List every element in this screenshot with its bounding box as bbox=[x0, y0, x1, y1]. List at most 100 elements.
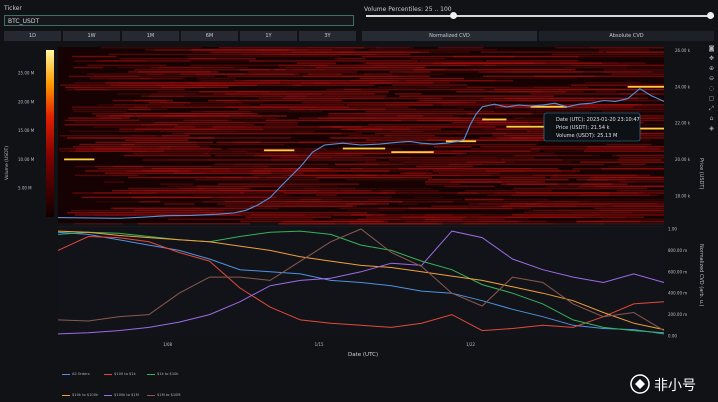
slider-high-handle[interactable] bbox=[707, 12, 714, 19]
heatmap-cell bbox=[152, 93, 196, 95]
heatmap-cell bbox=[193, 194, 287, 196]
heatmap-cell bbox=[128, 176, 288, 179]
heatmap-cell bbox=[280, 157, 392, 159]
timeframe-1w-button[interactable]: 1W bbox=[63, 31, 120, 41]
heatmap-cell bbox=[316, 66, 425, 69]
heatmap-cell bbox=[118, 130, 165, 133]
heatmap-cell bbox=[469, 152, 556, 155]
heatmap-cell bbox=[530, 148, 661, 150]
heatmap-cell bbox=[264, 154, 352, 157]
tab-normalized-cvd[interactable]: Normalized CVD bbox=[362, 31, 537, 41]
heatmap-cell bbox=[500, 159, 661, 161]
plotly-logo-icon[interactable]: ◈ bbox=[709, 125, 714, 132]
heatmap-cell bbox=[121, 143, 198, 146]
colorbar-tick-label: 20.00 M bbox=[18, 99, 35, 104]
colorbar-tick-label: 10.00 M bbox=[18, 157, 35, 162]
heatmap-cell bbox=[347, 135, 380, 137]
heatmap-cell bbox=[356, 64, 428, 67]
heatmap-cell bbox=[404, 172, 433, 174]
heatmap-cell bbox=[374, 214, 482, 216]
heatmap-cell bbox=[198, 137, 292, 139]
heatmap-cell bbox=[226, 106, 349, 108]
heatmap-cell bbox=[464, 198, 504, 201]
heatmap-cell bbox=[369, 49, 497, 51]
tooltip-price: Price (USDT): 21.54 k bbox=[556, 125, 610, 131]
slider-low-handle[interactable] bbox=[450, 12, 457, 19]
heatmap-cell bbox=[457, 97, 635, 100]
heatmap-cell bbox=[144, 49, 289, 51]
heatmap-cell bbox=[409, 172, 576, 174]
legend-item[interactable]: $10k to $100k bbox=[62, 393, 98, 397]
date-tick-label: 1/08 bbox=[163, 342, 172, 347]
legend-item[interactable]: $100k to $1M bbox=[104, 393, 139, 397]
heatmap-cell bbox=[248, 181, 320, 183]
timeframe-1m-button[interactable]: 1M bbox=[122, 31, 179, 41]
heatmap-cell bbox=[305, 148, 368, 150]
heatmap-cell bbox=[403, 71, 485, 73]
heatmap-cell bbox=[367, 198, 462, 201]
heatmap-cell bbox=[206, 176, 242, 179]
heatmap-cell bbox=[390, 157, 535, 159]
heatmap-cell bbox=[338, 51, 429, 53]
legend-item[interactable]: $1M to $10M bbox=[147, 393, 181, 397]
heatmap-cell bbox=[64, 124, 178, 126]
heatmap-cell bbox=[247, 71, 357, 73]
heatmap-cell bbox=[424, 214, 600, 216]
heatmap-cell bbox=[481, 216, 578, 218]
heatmap-cell bbox=[64, 119, 140, 122]
heatmap-cell bbox=[481, 51, 604, 53]
heatmap-cell bbox=[65, 86, 205, 89]
price-tick-label: 22.00 k bbox=[675, 121, 691, 126]
legend-label: All Orders bbox=[72, 372, 90, 376]
heatmap-cell bbox=[78, 137, 201, 139]
heatmap-cell bbox=[361, 66, 427, 69]
heatmap-cell bbox=[198, 84, 257, 86]
heatmap-cell bbox=[96, 115, 133, 117]
heatmap-cell bbox=[250, 172, 304, 174]
tab-absolute-cvd[interactable]: Absolute CVD bbox=[539, 31, 714, 41]
zoom-out-icon[interactable]: ⊖ bbox=[708, 75, 715, 82]
timeframe-3y-button[interactable]: 3Y bbox=[299, 31, 356, 41]
legend-item[interactable]: $1k to $10k bbox=[147, 372, 179, 376]
autoscale-icon[interactable]: ⤢ bbox=[709, 105, 714, 112]
heatmap-cell bbox=[307, 157, 411, 159]
volume-percentiles-slider[interactable] bbox=[366, 12, 714, 19]
timeframe-6m-button[interactable]: 6M bbox=[181, 31, 238, 41]
heatmap-cell bbox=[125, 139, 189, 141]
heatmap-cell bbox=[79, 55, 113, 58]
heatmap-cell bbox=[220, 196, 392, 199]
heatmap-cell bbox=[66, 88, 108, 91]
camera-icon[interactable]: ◙ bbox=[708, 45, 715, 52]
lasso-icon[interactable]: ◌ bbox=[708, 85, 715, 92]
heatmap-cell bbox=[449, 163, 605, 166]
heatmap-cell bbox=[151, 168, 322, 170]
timeframe-1y-button[interactable]: 1Y bbox=[240, 31, 297, 41]
heatmap-cell bbox=[425, 218, 463, 221]
heatmap-cell bbox=[233, 163, 329, 166]
reset-axes-icon[interactable]: ⌂ bbox=[709, 115, 714, 122]
heatmap-cell bbox=[404, 220, 519, 223]
timeframe-1d-button[interactable]: 1D bbox=[4, 31, 61, 41]
zoom-in-icon[interactable]: ⊕ bbox=[708, 65, 715, 72]
select-box-icon[interactable]: ▢ bbox=[708, 95, 715, 102]
heatmap-cell bbox=[73, 223, 123, 225]
heatmap-cell bbox=[90, 77, 152, 80]
heatmap-cell bbox=[91, 113, 254, 115]
heatmap-cell bbox=[188, 55, 341, 58]
heatmap-cell bbox=[328, 113, 506, 115]
heatmap-cell bbox=[134, 128, 217, 130]
heatmap-cell bbox=[256, 49, 289, 51]
pan-icon[interactable]: ✥ bbox=[708, 55, 715, 62]
heatmap-cell bbox=[128, 108, 151, 111]
heatmap-cell bbox=[318, 117, 487, 119]
cvd-tick-label: 1.00 bbox=[668, 227, 677, 232]
date-tick-label: 1/22 bbox=[466, 342, 475, 347]
heatmap-cell bbox=[397, 203, 418, 205]
legend-item[interactable]: $100 to $1k bbox=[104, 372, 136, 376]
cvd-series-line bbox=[57, 230, 665, 331]
ticker-input[interactable]: BTC_USDT bbox=[4, 15, 354, 26]
legend-item[interactable]: All Orders bbox=[62, 372, 90, 376]
heatmap-cell bbox=[394, 93, 422, 95]
heatmap-cell bbox=[73, 66, 104, 69]
heatmap-cell bbox=[126, 170, 271, 172]
